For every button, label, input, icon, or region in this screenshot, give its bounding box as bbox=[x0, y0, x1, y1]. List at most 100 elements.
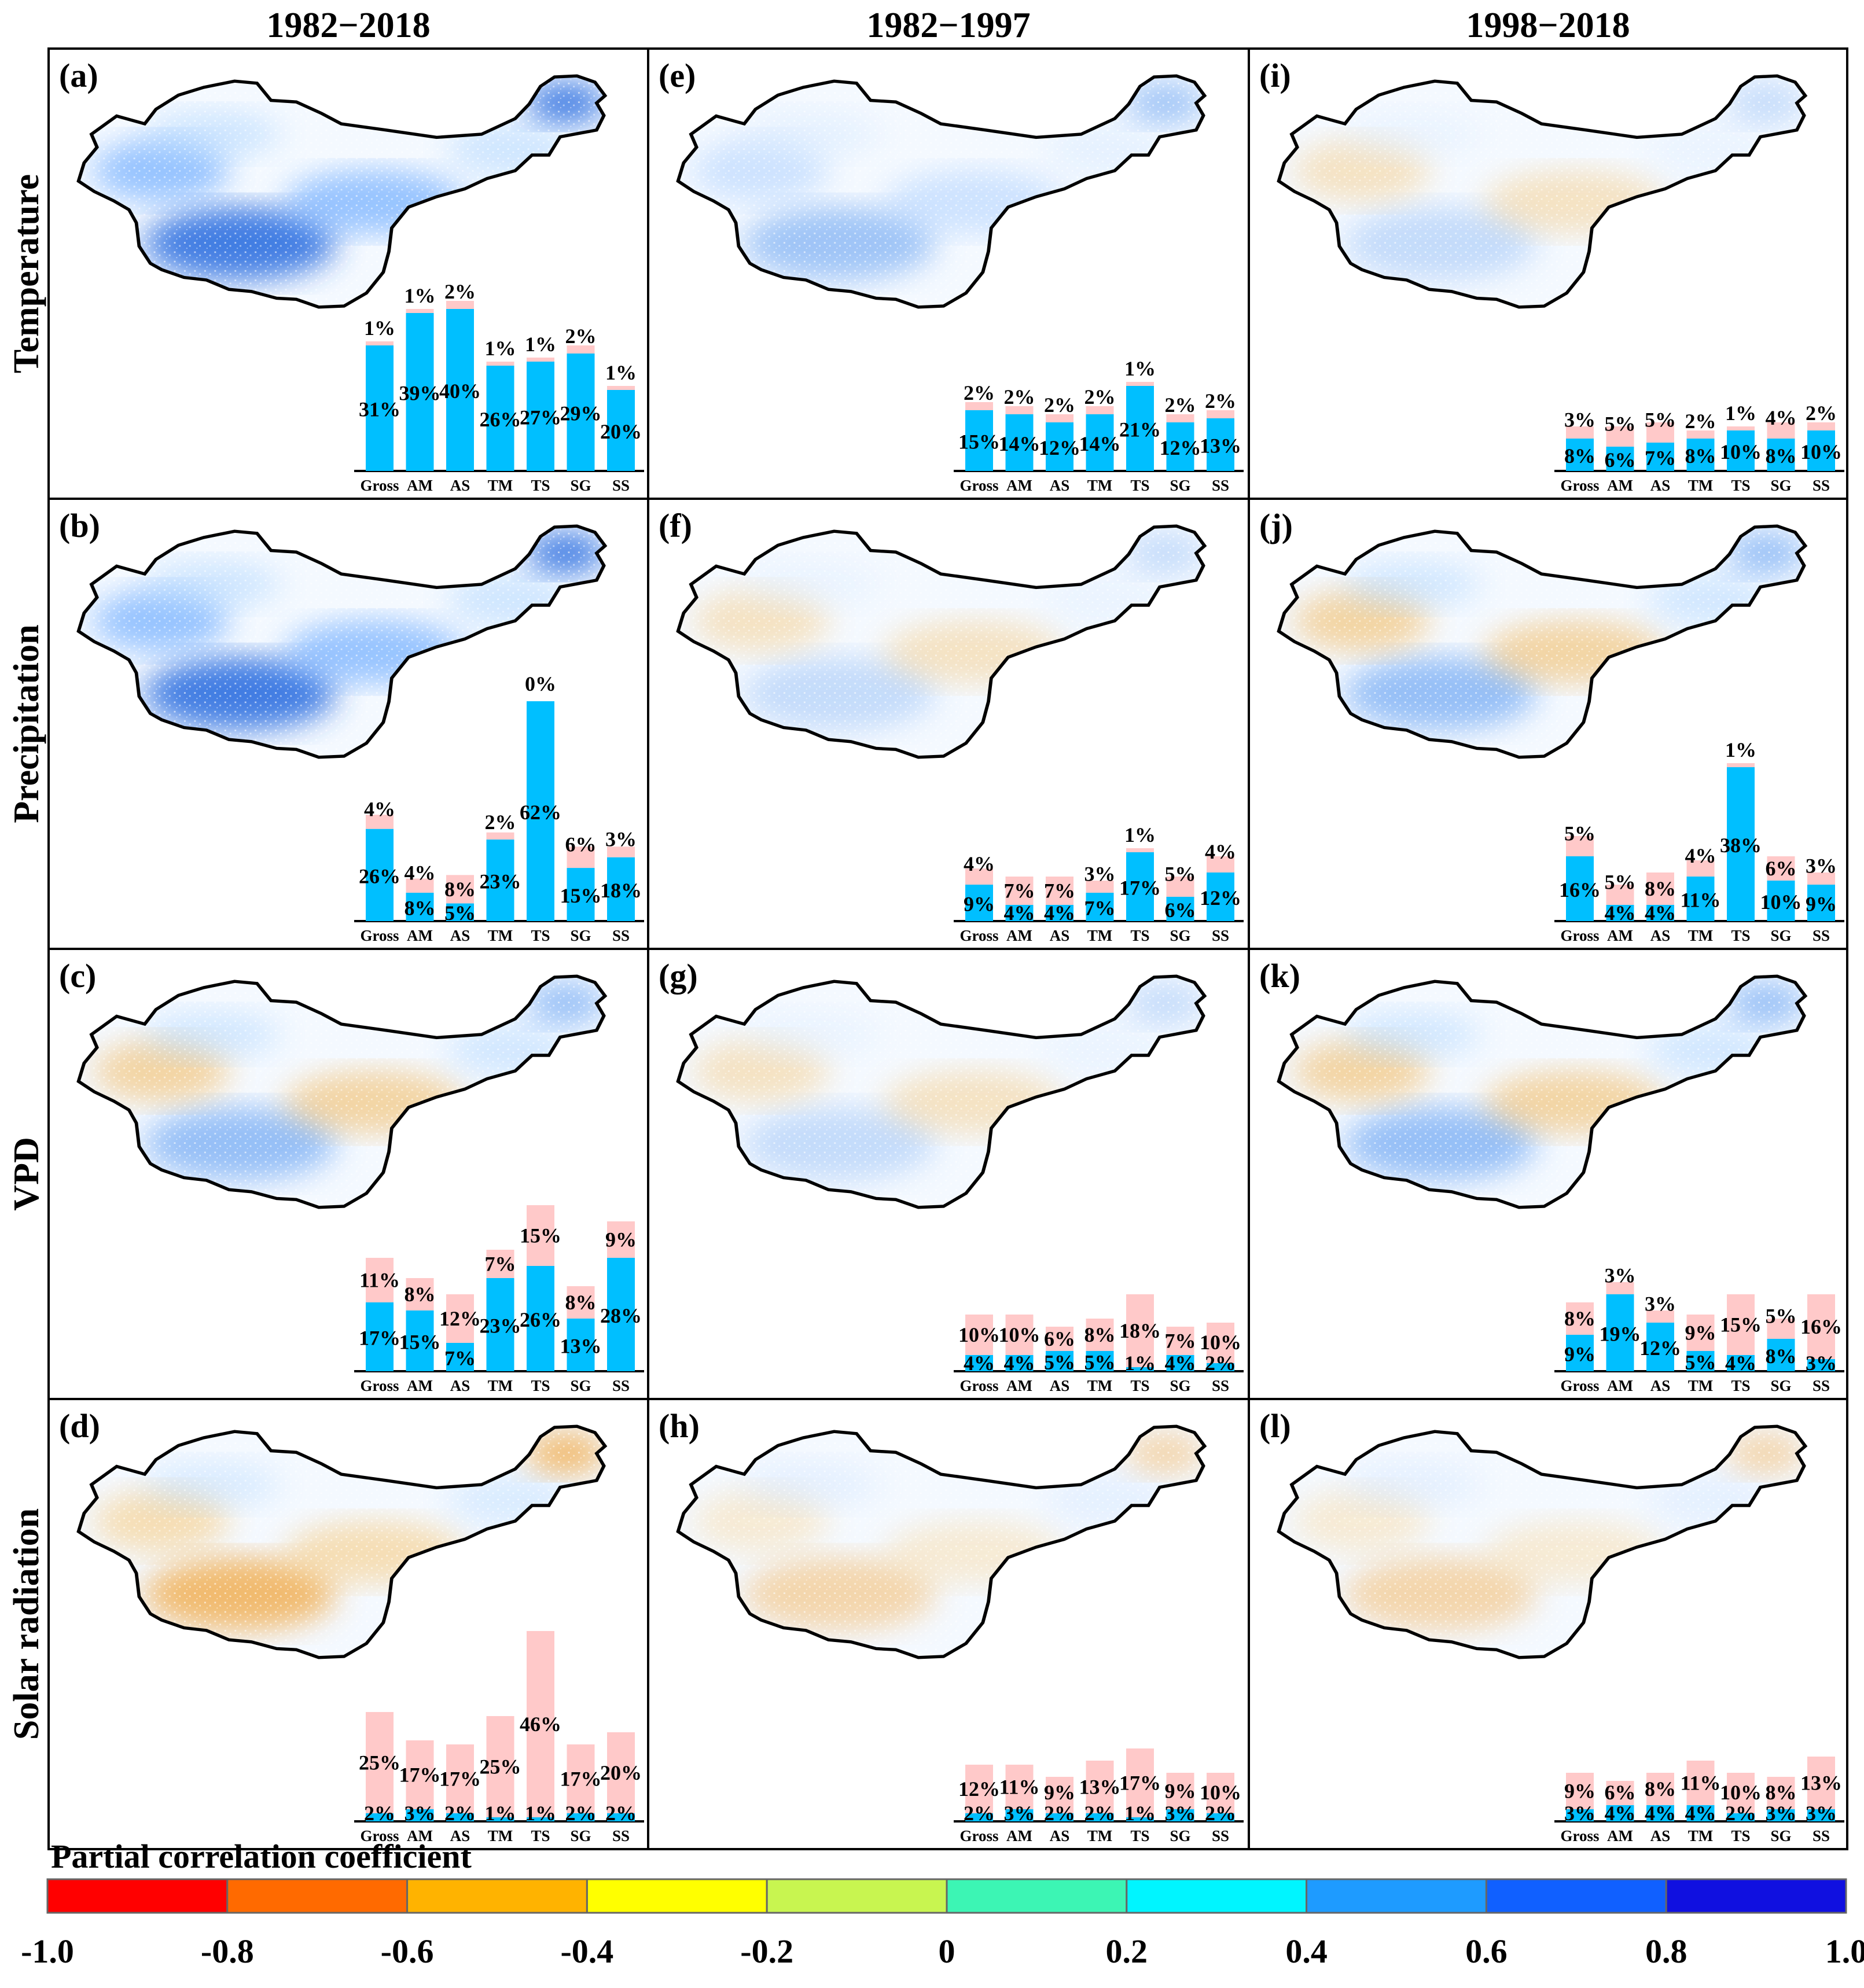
negative-label: 2% bbox=[1084, 385, 1116, 408]
category-label: SG bbox=[1170, 477, 1190, 494]
bar-positive bbox=[1767, 439, 1795, 471]
category-label: AS bbox=[1050, 927, 1070, 944]
negative-label: 1% bbox=[485, 337, 516, 360]
negative-label: 4% bbox=[1766, 406, 1797, 429]
bar-positive bbox=[1046, 422, 1073, 471]
positive-label: 15% bbox=[399, 1331, 441, 1354]
category-label: SG bbox=[1170, 927, 1190, 944]
bar-negative bbox=[1046, 1777, 1073, 1813]
negative-label: 11% bbox=[359, 1269, 400, 1292]
bar-positive bbox=[406, 892, 434, 921]
positive-label: 13% bbox=[560, 1335, 602, 1358]
positive-label: 23% bbox=[480, 870, 521, 893]
category-label: AM bbox=[1607, 1377, 1633, 1394]
positive-label: 4% bbox=[1004, 901, 1035, 925]
bar-negative bbox=[965, 402, 993, 410]
colorbar-tick: 0.2 bbox=[1106, 1932, 1148, 1970]
bar-negative bbox=[1086, 1761, 1114, 1813]
colorbar-segment bbox=[586, 1878, 768, 1914]
category-label: TS bbox=[1130, 1377, 1149, 1394]
category-label: Gross bbox=[360, 477, 399, 494]
row-label: Solar radiation bbox=[7, 1508, 46, 1740]
category-label: TM bbox=[488, 1827, 513, 1845]
category-label: Gross bbox=[959, 927, 998, 944]
category-label: Gross bbox=[959, 1377, 998, 1394]
negative-label: 9% bbox=[1165, 1780, 1196, 1803]
row-label: Temperature bbox=[7, 174, 46, 373]
panel-label: (a) bbox=[59, 57, 98, 94]
bar-negative bbox=[1807, 872, 1835, 885]
category-label: TM bbox=[1688, 477, 1714, 494]
bar-negative bbox=[1207, 856, 1234, 872]
bar-positive bbox=[1005, 414, 1034, 471]
bar-negative bbox=[486, 1250, 514, 1278]
category-label: AM bbox=[1607, 477, 1633, 494]
bar-inset: 9%4%Gross4%7%AM4%7%AS7%3%TM17%1%TS6%5%SG… bbox=[954, 823, 1244, 944]
positive-label: 26% bbox=[520, 1308, 561, 1331]
category-label: TM bbox=[1087, 477, 1113, 494]
negative-label: 0% bbox=[525, 672, 556, 695]
positive-label: 17% bbox=[359, 1327, 400, 1350]
bar-negative bbox=[446, 1294, 474, 1343]
bar-positive bbox=[1646, 443, 1674, 471]
bar-positive bbox=[1646, 1323, 1674, 1371]
colorbar-tick: 1.0 bbox=[1825, 1932, 1864, 1970]
negative-label: 1% bbox=[405, 284, 436, 307]
negative-label: 3% bbox=[1806, 855, 1837, 878]
negative-label: 9% bbox=[605, 1228, 637, 1251]
panels: (a) 31% 1% Gross 39% 1% AM 40% 2% AS 26% 1% TM 27% 1% T… bbox=[47, 47, 1848, 1850]
bar-positive bbox=[1646, 1805, 1674, 1821]
colorbar-segment bbox=[766, 1878, 948, 1914]
bar-negative bbox=[1767, 1319, 1795, 1339]
negative-label: 25% bbox=[480, 1755, 521, 1779]
bar-negative bbox=[1086, 881, 1114, 893]
negative-label: 1% bbox=[1725, 738, 1756, 761]
negative-label: 2% bbox=[964, 381, 995, 404]
colorbar-tick: 0.8 bbox=[1645, 1932, 1687, 1970]
bar-positive bbox=[1126, 852, 1154, 921]
bar-positive bbox=[1207, 872, 1234, 921]
bar-negative bbox=[1767, 1777, 1795, 1809]
negative-label: 46% bbox=[520, 1713, 561, 1736]
bar-negative bbox=[1207, 410, 1234, 418]
negative-label: 2% bbox=[485, 811, 516, 834]
positive-label: 2% bbox=[565, 1802, 597, 1825]
negative-label: 6% bbox=[1044, 1327, 1075, 1350]
bar-positive bbox=[1686, 877, 1715, 921]
positive-label: 2% bbox=[1205, 1352, 1236, 1375]
bar-positive bbox=[1046, 1351, 1073, 1371]
bar-negative bbox=[567, 1744, 595, 1813]
bar-positive bbox=[965, 1355, 993, 1371]
negative-label: 4% bbox=[405, 862, 436, 885]
bar-negative bbox=[1166, 1773, 1194, 1809]
negative-label: 4% bbox=[964, 852, 995, 875]
category-label: AM bbox=[1006, 477, 1032, 494]
colorbar-tick: 0.4 bbox=[1285, 1932, 1328, 1970]
bar-positive bbox=[1166, 1355, 1194, 1371]
positive-label: 3% bbox=[1806, 1352, 1837, 1375]
bar-positive bbox=[527, 701, 554, 921]
bar-negative bbox=[607, 1221, 635, 1258]
positive-label: 3% bbox=[1766, 1802, 1797, 1825]
bar-positive bbox=[1046, 1813, 1073, 1821]
category-label: AM bbox=[407, 927, 433, 944]
positive-label: 5% bbox=[1044, 1351, 1075, 1374]
bar-negative bbox=[446, 1744, 474, 1813]
bar-positive bbox=[446, 1343, 474, 1371]
colorbar-segment bbox=[226, 1878, 409, 1914]
bar-inset: 16%5%Gross4%5%AM4%8%AS11%4%TM38%1%TS10%6… bbox=[1554, 738, 1844, 944]
bar-positive bbox=[1566, 856, 1594, 921]
panel: (e)15%2%Gross14%2%AM12%2%AS14%2%TM21%1%T… bbox=[647, 47, 1250, 500]
category-label: AM bbox=[407, 1827, 433, 1845]
bar-positive bbox=[527, 1817, 554, 1821]
bar-negative bbox=[486, 1716, 514, 1817]
bar-negative bbox=[1566, 1302, 1594, 1335]
bar-negative bbox=[1005, 1315, 1034, 1355]
category-label: AS bbox=[450, 477, 470, 494]
positive-label: 7% bbox=[1084, 897, 1116, 920]
bar-negative bbox=[1727, 426, 1755, 430]
bar-negative bbox=[1207, 1323, 1234, 1363]
category-label: TS bbox=[1731, 927, 1750, 944]
negative-label: 5% bbox=[1564, 822, 1595, 845]
negative-label: 25% bbox=[359, 1751, 400, 1775]
